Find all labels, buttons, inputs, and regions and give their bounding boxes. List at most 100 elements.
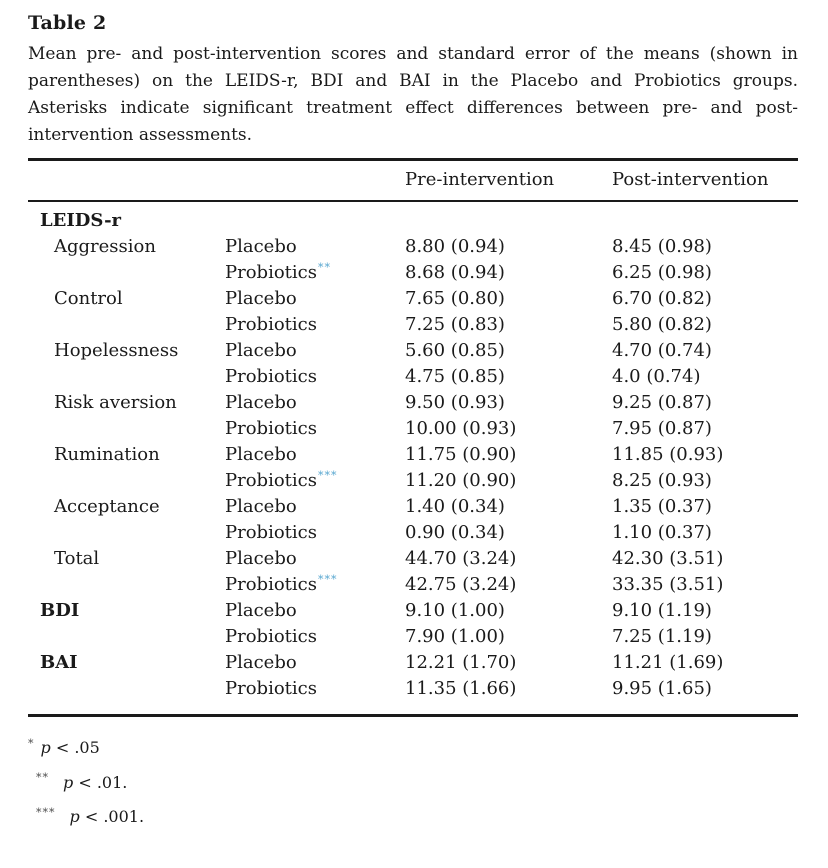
asterisk-marker: ***: [36, 805, 56, 819]
cell-group: Probiotics**: [225, 261, 331, 283]
cell-post-intervention: 9.10 (1.19): [612, 600, 712, 621]
table-row: Probiotics*** 11.20 (0.90) 8.25 (0.93): [28, 468, 798, 494]
significance-asterisks: **: [317, 261, 331, 274]
cell-subscale-label: Hopelessness: [54, 340, 179, 361]
footnote-text: < .001.: [79, 806, 145, 826]
cell-section-label: BDI: [40, 600, 80, 621]
table-body: LEIDS-r Aggression Placebo 8.80 (0.94) 8.45 …: [28, 202, 798, 714]
caption-line: parentheses) on the LEIDS-r, BDI and BAI…: [28, 71, 798, 91]
table-header: Pre-intervention Post-intervention: [28, 161, 798, 202]
table-row: Probiotics 10.00 (0.93) 7.95 (0.87): [28, 416, 798, 442]
cell-post-intervention: 4.0 (0.74): [612, 366, 701, 387]
footnote: * p < .05: [28, 729, 798, 763]
asterisk-marker: **: [36, 771, 49, 785]
table-row: LEIDS-r: [28, 208, 798, 234]
cell-pre-intervention: 7.90 (1.00): [405, 626, 505, 647]
table-title: Table 2: [28, 12, 107, 34]
cell-post-intervention: 1.10 (0.37): [612, 522, 712, 543]
footnote: *** p < .001.: [28, 798, 798, 832]
footnote: ** p < .01.: [28, 763, 798, 797]
cell-subscale-label: Aggression: [54, 236, 156, 257]
cell-pre-intervention: 42.75 (3.24): [405, 574, 517, 595]
cell-pre-intervention: 7.25 (0.83): [405, 314, 505, 335]
cell-post-intervention: 11.85 (0.93): [612, 444, 724, 465]
cell-post-intervention: 42.30 (3.51): [612, 548, 724, 569]
cell-group: Placebo: [225, 600, 297, 621]
cell-post-intervention: 7.95 (0.87): [612, 418, 712, 439]
header-cell-post: Post-intervention: [612, 169, 769, 190]
table-row: Risk aversion Placebo 9.50 (0.93) 9.25 (0.8…: [28, 390, 798, 416]
cell-pre-intervention: 5.60 (0.85): [405, 340, 505, 361]
table-row: Rumination Placebo 11.75 (0.90) 11.85 (0.93…: [28, 442, 798, 468]
cell-subscale-label: Acceptance: [54, 496, 160, 517]
cell-pre-intervention: 8.68 (0.94): [405, 262, 505, 283]
significance-asterisks: ***: [317, 469, 338, 482]
cell-subscale-label: Total: [54, 548, 100, 569]
cell-post-intervention: 4.70 (0.74): [612, 340, 712, 361]
cell-post-intervention: 7.25 (1.19): [612, 626, 712, 647]
cell-group: Placebo: [225, 652, 297, 673]
cell-group: Probiotics: [225, 626, 317, 647]
cell-pre-intervention: 44.70 (3.24): [405, 548, 517, 569]
cell-group: Probiotics: [225, 678, 317, 699]
table-caption: Mean pre- and post-intervention scores a…: [28, 41, 798, 149]
data-table: Pre-intervention Post-intervention LEIDS…: [28, 158, 798, 717]
cell-post-intervention: 9.95 (1.65): [612, 678, 712, 699]
table-row: Total Placebo 44.70 (3.24) 42.30 (3.51): [28, 546, 798, 572]
cell-group: Placebo: [225, 236, 297, 257]
cell-section-label: LEIDS-r: [40, 210, 122, 231]
significance-asterisks: ***: [317, 573, 338, 586]
cell-group: Placebo: [225, 496, 297, 517]
header-cell-pre: Pre-intervention: [405, 169, 555, 190]
cell-pre-intervention: 12.21 (1.70): [405, 652, 517, 673]
cell-pre-intervention: 4.75 (0.85): [405, 366, 505, 387]
header-row: Pre-intervention Post-intervention: [28, 168, 798, 192]
table-row: Probiotics 11.35 (1.66) 9.95 (1.65): [28, 676, 798, 702]
table-row: Aggression Placebo 8.80 (0.94) 8.45 (0.98): [28, 234, 798, 260]
footnote-p: p: [40, 738, 51, 758]
caption-line: Mean pre- and post-intervention scores a…: [28, 44, 798, 64]
cell-group: Probiotics: [225, 366, 317, 387]
table-row: Acceptance Placebo 1.40 (0.34) 1.35 (0.37): [28, 494, 798, 520]
cell-post-intervention: 1.35 (0.37): [612, 496, 712, 517]
cell-group: Placebo: [225, 444, 297, 465]
cell-group: Probiotics: [225, 314, 317, 335]
table-row: Probiotics 0.90 (0.34) 1.10 (0.37): [28, 520, 798, 546]
cell-subscale-label: Risk aversion: [54, 392, 177, 413]
cell-post-intervention: 8.45 (0.98): [612, 236, 712, 257]
table-row: Control Placebo 7.65 (0.80) 6.70 (0.82): [28, 286, 798, 312]
caption-line: Asterisks indicate significant treatment…: [28, 98, 798, 118]
footnotes: * p < .05 ** p < .01. *** p < .001.: [28, 729, 798, 832]
cell-pre-intervention: 7.65 (0.80): [405, 288, 505, 309]
cell-group: Probiotics***: [225, 469, 338, 491]
caption-line: intervention assessments.: [28, 125, 253, 145]
cell-pre-intervention: 10.00 (0.93): [405, 418, 517, 439]
cell-pre-intervention: 0.90 (0.34): [405, 522, 505, 543]
cell-pre-intervention: 1.40 (0.34): [405, 496, 505, 517]
table-row: Hopelessness Placebo 5.60 (0.85) 4.70 (0.74…: [28, 338, 798, 364]
cell-group: Placebo: [225, 340, 297, 361]
cell-pre-intervention: 11.35 (1.66): [405, 678, 517, 699]
table-row: Probiotics 7.25 (0.83) 5.80 (0.82): [28, 312, 798, 338]
cell-pre-intervention: 9.10 (1.00): [405, 600, 505, 621]
cell-group: Probiotics***: [225, 573, 338, 595]
table-row: Probiotics 7.90 (1.00) 7.25 (1.19): [28, 624, 798, 650]
cell-subscale-label: Control: [54, 288, 123, 309]
table-row: BAI Placebo 12.21 (1.70) 11.21 (1.69): [28, 650, 798, 676]
cell-group: Probiotics: [225, 418, 317, 439]
cell-group: Placebo: [225, 548, 297, 569]
cell-group: Placebo: [225, 392, 297, 413]
cell-post-intervention: 8.25 (0.93): [612, 470, 712, 491]
footnote-p: p: [69, 806, 80, 826]
cell-post-intervention: 33.35 (3.51): [612, 574, 724, 595]
cell-post-intervention: 6.70 (0.82): [612, 288, 712, 309]
cell-post-intervention: 6.25 (0.98): [612, 262, 712, 283]
cell-pre-intervention: 9.50 (0.93): [405, 392, 505, 413]
footnote-p: p: [63, 772, 74, 792]
table-row: BDI Placebo 9.10 (1.00) 9.10 (1.19): [28, 598, 798, 624]
cell-post-intervention: 5.80 (0.82): [612, 314, 712, 335]
cell-pre-intervention: 11.75 (0.90): [405, 444, 517, 465]
cell-section-label: BAI: [40, 652, 78, 673]
cell-subscale-label: Rumination: [54, 444, 160, 465]
